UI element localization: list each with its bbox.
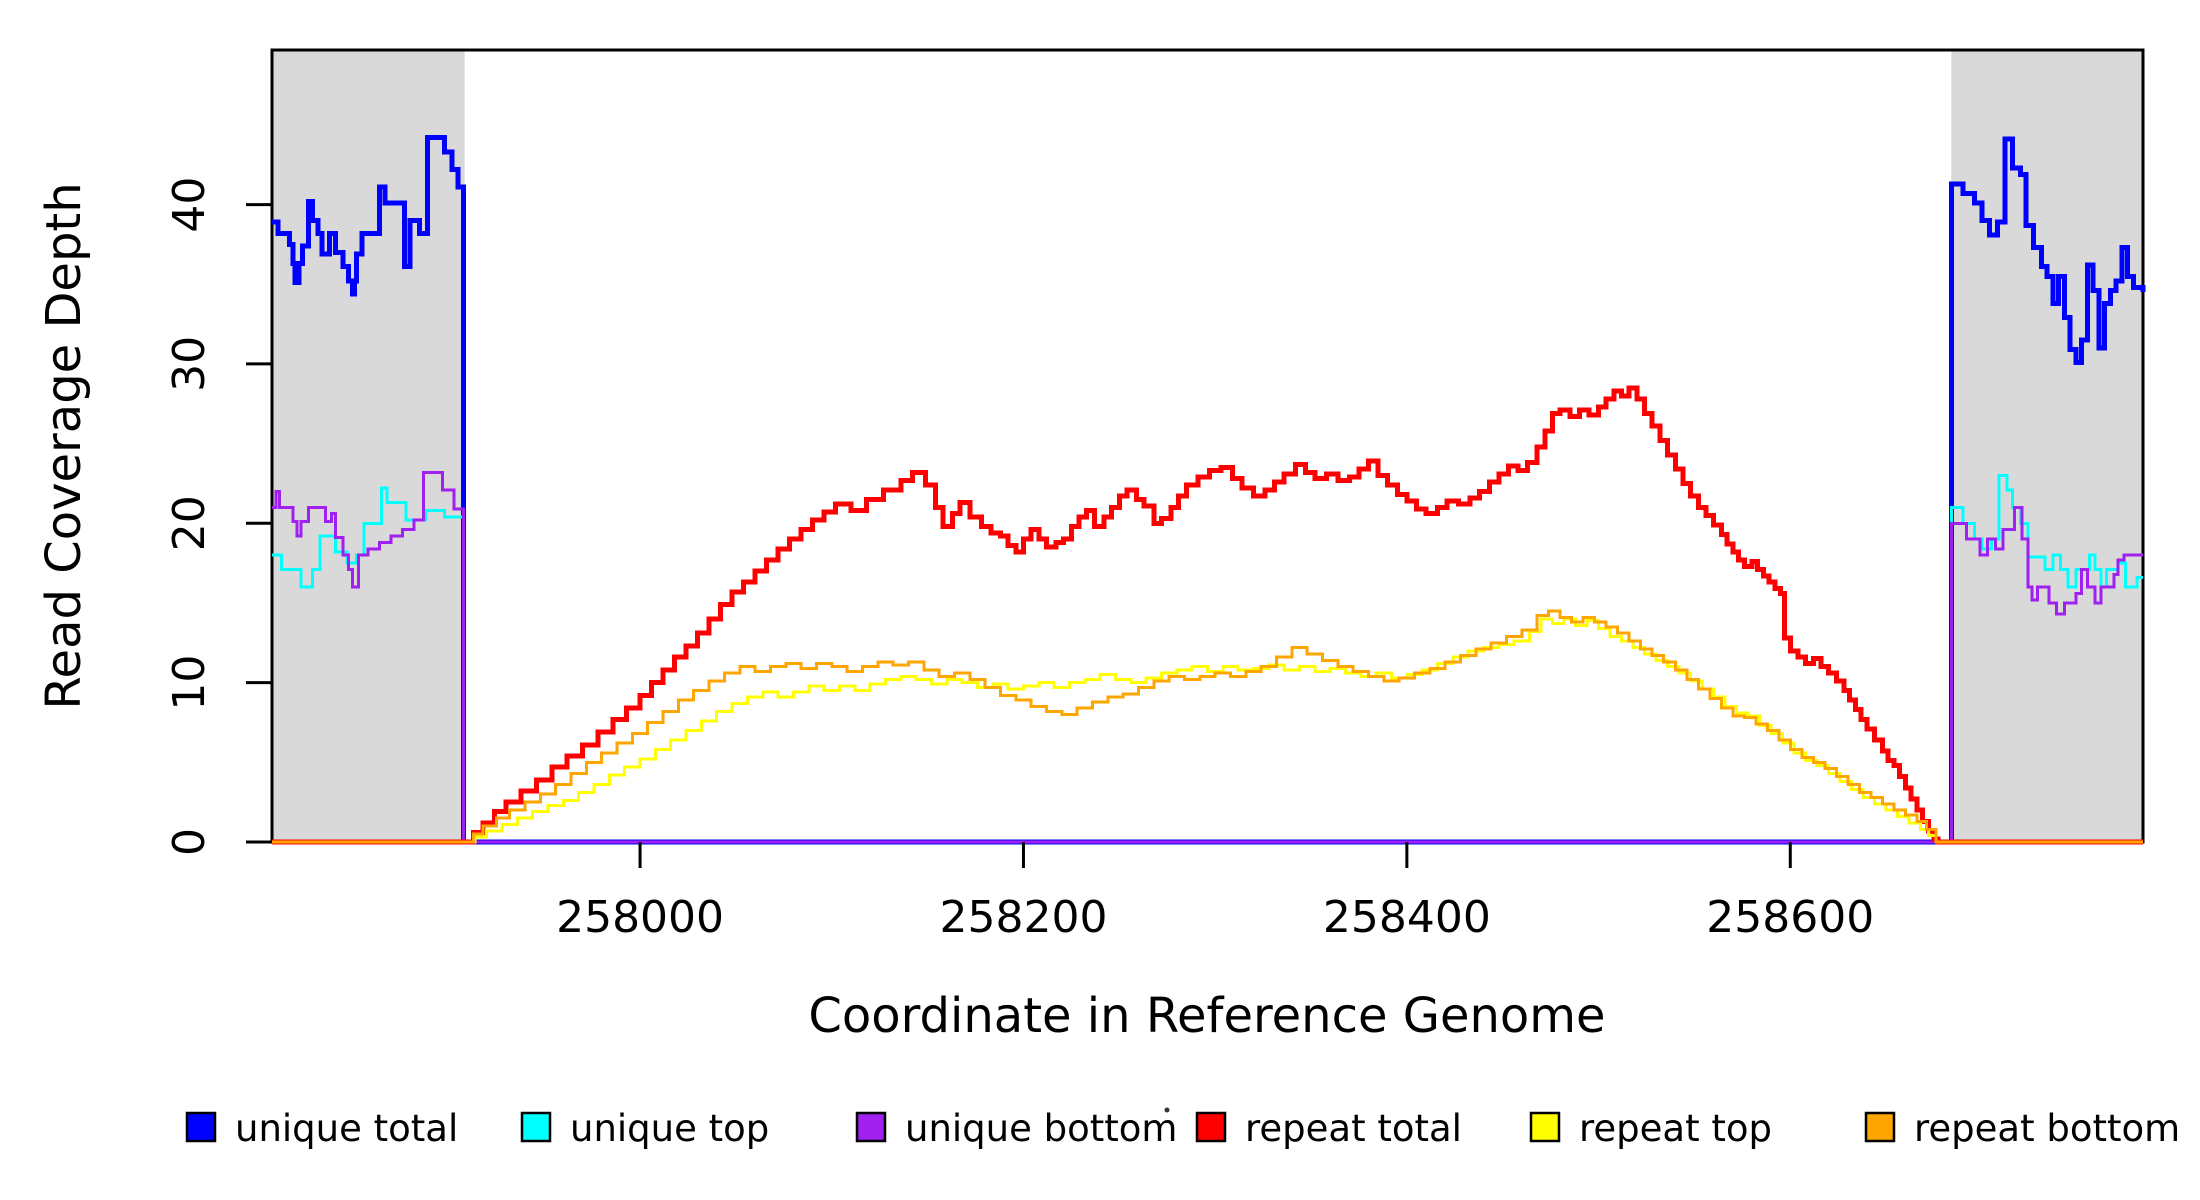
series-layer xyxy=(272,135,2146,845)
y-tick-label: 40 xyxy=(164,177,215,233)
axes-layer: 258000 258200 258400 258600 0 10 20 30 40 xyxy=(164,177,1874,943)
series-repeat-top xyxy=(272,617,2143,844)
legend-swatch-unique-total xyxy=(185,1111,217,1143)
legend-swatch-unique-bottom xyxy=(855,1111,887,1143)
series-unique-top xyxy=(272,474,2143,844)
annotations-layer xyxy=(1164,1107,1170,1113)
y-tick-label: 10 xyxy=(164,655,215,711)
x-tick-label: 258200 xyxy=(939,892,1107,943)
legend-item-unique-total: unique total xyxy=(185,1107,458,1150)
legend-item-repeat-total: repeat total xyxy=(1195,1107,1462,1150)
plot-border-layer xyxy=(270,48,2145,844)
y-tick-label: 30 xyxy=(164,336,215,392)
legend-swatch-unique-top xyxy=(520,1111,552,1143)
legend-item-unique-top: unique top xyxy=(520,1107,769,1150)
shaded-regions-layer xyxy=(272,50,2143,842)
legend-label: unique top xyxy=(570,1107,769,1150)
legend-swatch-repeat-bottom xyxy=(1864,1111,1896,1143)
x-tick-label: 258400 xyxy=(1323,892,1491,943)
x-tick-label: 258000 xyxy=(556,892,724,943)
series-unique-bottom xyxy=(272,470,2143,844)
y-axis-title: Read Coverage Depth xyxy=(36,182,92,709)
legend-label: repeat bottom xyxy=(1914,1107,2180,1150)
series-repeat-total xyxy=(272,385,2143,845)
legend: unique total unique top unique bottom repea… xyxy=(185,1107,2180,1150)
series-unique-total xyxy=(272,135,2146,845)
legend-label: unique total xyxy=(235,1107,458,1150)
y-tick-label: 0 xyxy=(164,828,215,856)
legend-item-unique-bottom: unique bottom xyxy=(855,1107,1177,1150)
legend-swatch-repeat-total xyxy=(1195,1111,1227,1143)
legend-swatch-repeat-top xyxy=(1529,1111,1561,1143)
x-tick-label: 258600 xyxy=(1706,892,1874,943)
y-tick-label: 20 xyxy=(164,495,215,551)
left-flank-unique-region xyxy=(272,50,465,842)
x-axis-title: Coordinate in Reference Genome xyxy=(808,988,1605,1044)
legend-item-repeat-bottom: repeat bottom xyxy=(1864,1107,2180,1150)
series-repeat-bottom xyxy=(272,609,2143,844)
legend-item-repeat-top: repeat top xyxy=(1529,1107,1772,1150)
right-flank-unique-region xyxy=(1951,50,2143,842)
plot-box xyxy=(270,48,2145,844)
legend-label: repeat top xyxy=(1579,1107,1772,1150)
legend-label: repeat total xyxy=(1245,1107,1462,1150)
stray-dot xyxy=(1164,1107,1170,1113)
legend-label: unique bottom xyxy=(905,1107,1177,1150)
